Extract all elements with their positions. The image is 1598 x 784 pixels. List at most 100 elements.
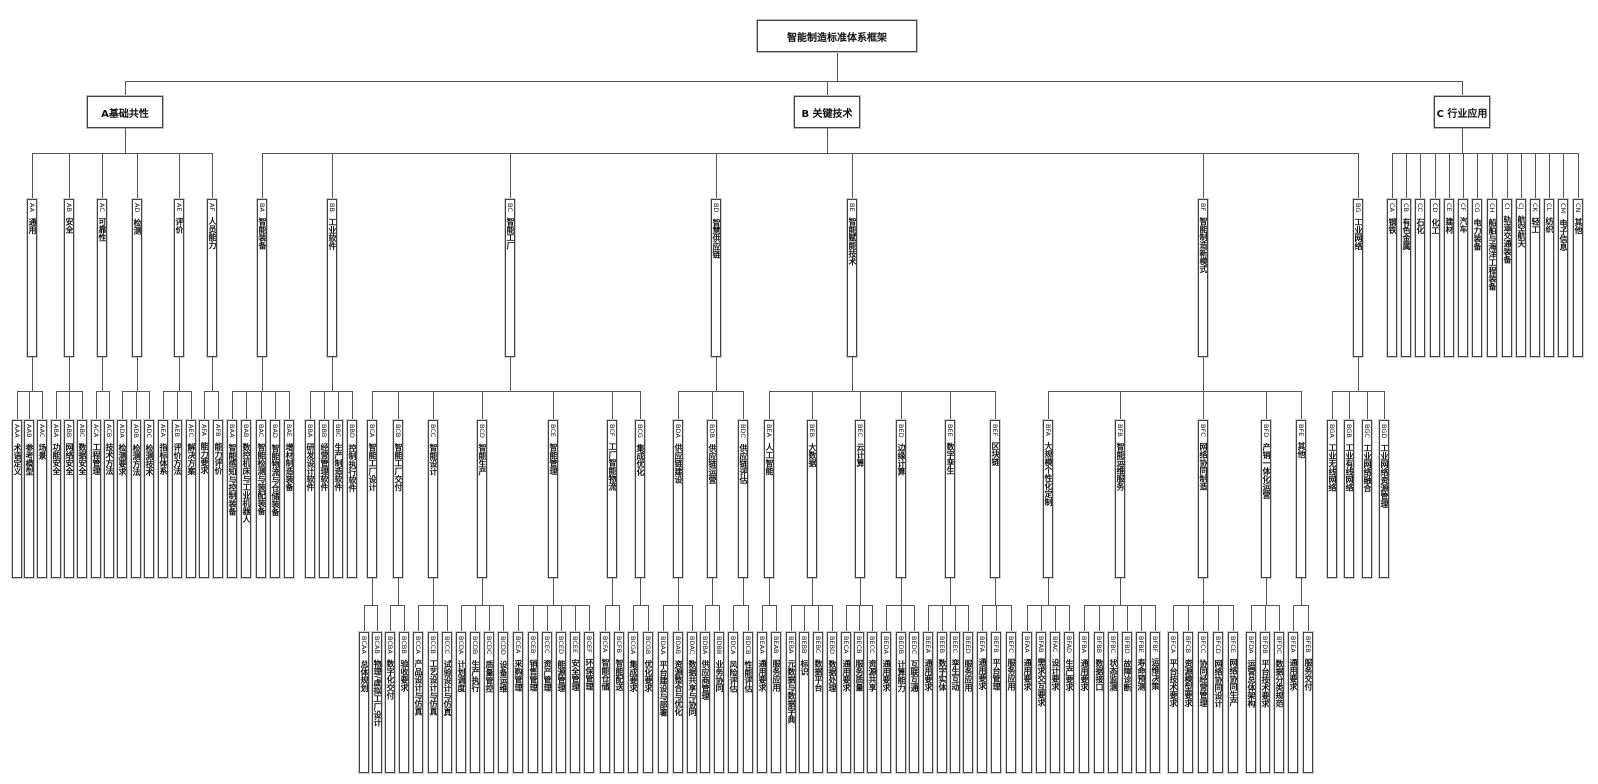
node-bgc: BGC 工业网络融合: [1362, 420, 1372, 578]
node-code: AEB: [173, 424, 181, 438]
node-label: BFBF 运维决策: [1151, 636, 1159, 690]
node-abb: ABB 网络安全: [64, 420, 74, 578]
node-name: 平台建设与部署: [659, 660, 668, 717]
connector-bus: [32, 153, 213, 154]
node-label: BDC 供应链评估: [739, 424, 747, 484]
node-becc: BECC 资源共享: [867, 632, 877, 773]
connector-line: [1463, 153, 1464, 199]
node-bebc: BEBC 数据平台: [813, 632, 823, 773]
node-label: BCG 集成优化: [636, 424, 644, 476]
connector-line: [69, 153, 70, 199]
node-code: BEFA: [978, 636, 986, 653]
node-name: 工业有线网络: [1345, 443, 1354, 492]
node-name: 数控机床与工业机器人: [242, 443, 251, 524]
node-name: 服务交付: [1304, 658, 1313, 691]
node-code: BDBA: [701, 636, 709, 655]
node-bfcc: BFCC 协同经营管理: [1198, 632, 1208, 773]
node-cd: CD 化工: [1430, 199, 1440, 357]
node-beea: BEEA 通用要求: [923, 632, 933, 773]
node-code: BEEA: [924, 636, 932, 654]
node-code: BDA: [674, 424, 682, 438]
node-code: BFE: [1297, 424, 1305, 437]
node-name: 工程管理: [92, 443, 101, 476]
connector-line: [837, 52, 838, 81]
node-ae: AE 评价: [174, 199, 184, 357]
node-beb: BEB 大数据: [807, 420, 817, 578]
node-ab: AB 安全: [64, 199, 74, 357]
node-bdca: BDCA 风险评估: [728, 632, 738, 773]
node-label: BCAB 物理/虚拟工厂设计: [373, 636, 381, 727]
connector-line: [942, 605, 943, 632]
node-code: BDAC: [688, 636, 696, 655]
connector-line: [575, 605, 576, 632]
connector-bus: [605, 605, 620, 606]
node-name: 设备运维: [499, 660, 508, 693]
connector-bus: [364, 605, 378, 606]
node-bfda: BFDA 运营总体架构: [1246, 632, 1256, 773]
node-name: 安全: [65, 217, 74, 234]
connector-bus: [886, 605, 915, 606]
node-name: 孪生互动: [951, 659, 960, 692]
node-label: BDBB 业务协同: [715, 636, 723, 692]
connector-line: [619, 605, 620, 632]
connector-line: [275, 391, 276, 420]
node-label: BCD 智能生产: [478, 424, 486, 476]
node-name: 边缘计算: [897, 443, 906, 476]
connector-line: [137, 153, 138, 199]
node-bccb: BCCB 工艺设计与仿真: [428, 632, 438, 773]
node-name: 服务质量: [855, 659, 864, 692]
node-bfab: BFAB 需求交互要求: [1036, 632, 1046, 773]
node-code: BEF: [991, 424, 999, 437]
node-label: BEDC 互联互通: [910, 636, 918, 692]
node-bfd: BFD 产销一体化运营: [1261, 420, 1271, 578]
connector-bus: [17, 391, 43, 392]
connector-line: [96, 391, 97, 420]
node-code: BCDD: [499, 636, 507, 655]
node-label: BFBA 通用要求: [1080, 636, 1088, 691]
connector-line: [860, 578, 861, 605]
node-code: BDB: [708, 424, 716, 438]
node-beed: BEED 服务应用: [963, 632, 973, 773]
node-name: 计划调度: [457, 660, 466, 693]
node-name: 资源模型要求: [1184, 659, 1193, 707]
connector-line: [968, 605, 969, 632]
node-label: BEAB 服务应用: [772, 636, 780, 691]
node-label: BG 工业网络: [1354, 203, 1362, 250]
connector-line: [827, 81, 828, 96]
node-code: BEBB: [800, 636, 808, 654]
node-code: BEED: [964, 636, 972, 654]
connector-line: [561, 605, 562, 632]
root-label: 智能制造标准体系框架: [787, 32, 887, 44]
node-code: BFCA: [1169, 636, 1177, 654]
node-label: ABC 数据安全: [78, 424, 86, 475]
node-code: CM: [1559, 203, 1567, 214]
connector-line: [769, 578, 770, 605]
node-name: 智能运维服务: [1116, 442, 1125, 491]
node-name: 环保管理: [585, 658, 594, 691]
connector-line: [262, 357, 263, 391]
node-name: 网络协同生产: [1229, 658, 1238, 707]
node-bfca: BFCA 平台技术要求: [1168, 632, 1178, 773]
node-name: 试验设计与仿真: [443, 659, 452, 716]
node-name: 集成要求: [629, 660, 638, 693]
node-label: AD 检测: [133, 203, 141, 234]
node-bc: BC 智能工厂: [505, 199, 515, 357]
node-label: BED 边缘计算: [897, 424, 905, 475]
node-cn: CN 其他: [1573, 199, 1583, 357]
node-name: 汽车: [1459, 217, 1468, 234]
connector-bus: [762, 605, 777, 606]
node-cb: CB 有色金属: [1401, 199, 1411, 357]
node-name: 轻工: [1531, 217, 1540, 234]
node-bdbb: BDBB 业务协同: [714, 632, 724, 773]
node-label: BFDA 运营总体架构: [1247, 636, 1255, 707]
node-name: 石化: [1416, 217, 1425, 234]
connector-line: [1251, 605, 1252, 632]
connector-line: [995, 578, 996, 605]
node-label: CC 石化: [1416, 203, 1424, 234]
node-bg: BG 工业网络: [1353, 199, 1363, 357]
node-label: CK 轻工: [1531, 203, 1539, 234]
node-name: 纺织: [1545, 216, 1554, 233]
connector-bus: [705, 605, 720, 606]
node-label: BCEC 资产管理: [543, 636, 551, 691]
node-code: BEFC: [1007, 636, 1015, 653]
